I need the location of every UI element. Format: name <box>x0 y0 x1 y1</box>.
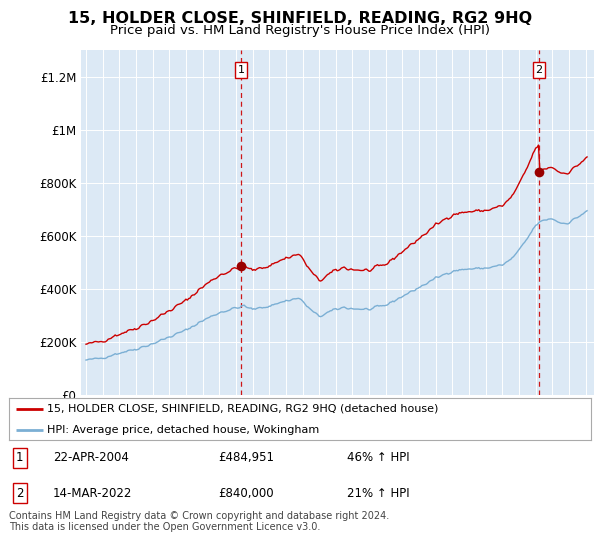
Text: £484,951: £484,951 <box>218 451 275 464</box>
Text: 21% ↑ HPI: 21% ↑ HPI <box>347 487 409 500</box>
Text: 15, HOLDER CLOSE, SHINFIELD, READING, RG2 9HQ: 15, HOLDER CLOSE, SHINFIELD, READING, RG… <box>68 11 532 26</box>
Text: HPI: Average price, detached house, Wokingham: HPI: Average price, detached house, Woki… <box>47 426 319 435</box>
Text: 2: 2 <box>16 487 23 500</box>
Text: 2: 2 <box>535 65 542 75</box>
Text: 1: 1 <box>238 65 244 75</box>
Text: 22-APR-2004: 22-APR-2004 <box>53 451 128 464</box>
Text: 14-MAR-2022: 14-MAR-2022 <box>53 487 132 500</box>
Text: Contains HM Land Registry data © Crown copyright and database right 2024.
This d: Contains HM Land Registry data © Crown c… <box>9 511 389 533</box>
Text: 15, HOLDER CLOSE, SHINFIELD, READING, RG2 9HQ (detached house): 15, HOLDER CLOSE, SHINFIELD, READING, RG… <box>47 404 438 414</box>
Text: 1: 1 <box>16 451 23 464</box>
Text: 46% ↑ HPI: 46% ↑ HPI <box>347 451 409 464</box>
Text: Price paid vs. HM Land Registry's House Price Index (HPI): Price paid vs. HM Land Registry's House … <box>110 24 490 36</box>
Text: £840,000: £840,000 <box>218 487 274 500</box>
